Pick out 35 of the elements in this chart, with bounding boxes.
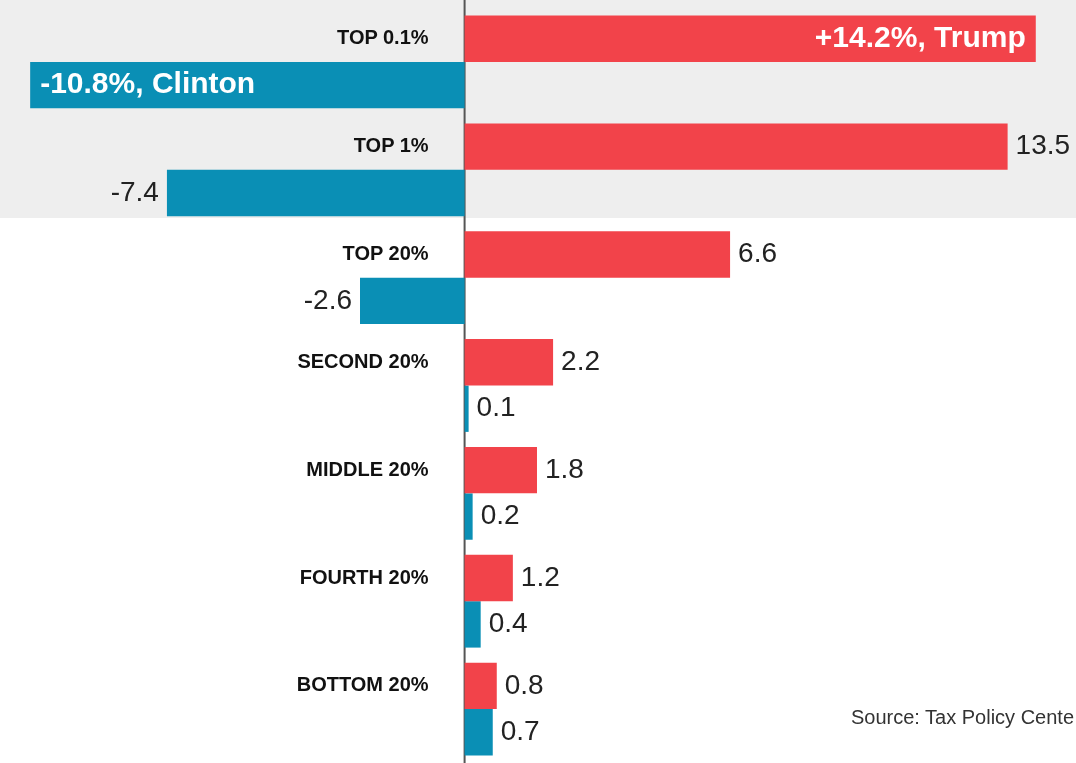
y-tick-label: SECOND 20% (297, 349, 429, 372)
data-label: 0.2 (480, 499, 520, 531)
y-tick-label: BOTTOM 20% (296, 673, 429, 696)
y-tick-label: TOP 20% (342, 241, 429, 264)
data-label: 1.2 (520, 560, 560, 592)
data-label: 0.7 (500, 714, 540, 746)
bar (464, 15, 1036, 62)
data-label: 13.5 (1015, 129, 1071, 161)
data-label: 2.2 (561, 345, 601, 377)
bar (166, 169, 465, 217)
data-label: 0.8 (504, 668, 544, 700)
data-label: 0.1 (476, 391, 516, 423)
bar (464, 339, 554, 386)
bar (464, 446, 537, 494)
bar (464, 123, 1008, 170)
data-label: +14.2%, Trump (814, 20, 1026, 53)
y-tick-label: TOP 1% (353, 134, 429, 157)
data-label: -7.4 (110, 175, 159, 207)
bar (464, 231, 731, 278)
data-label: -2.6 (303, 283, 353, 315)
bar (464, 662, 497, 710)
bar (464, 385, 469, 432)
y-tick-label: MIDDLE 20% (306, 457, 429, 480)
data-label: 6.6 (738, 237, 778, 269)
data-label: 0.4 (488, 607, 528, 639)
y-tick-label: FOURTH 20% (299, 565, 429, 588)
annotation: Source: Tax Policy Cente (850, 705, 1074, 728)
bar (464, 493, 473, 540)
bar (360, 277, 465, 325)
y-tick-label: TOP 0.1% (337, 26, 429, 49)
bar (464, 554, 513, 602)
bar (464, 709, 493, 756)
data-label: -10.8%, Clinton (40, 66, 256, 100)
data-label: 1.8 (544, 452, 584, 484)
bar (464, 601, 481, 648)
